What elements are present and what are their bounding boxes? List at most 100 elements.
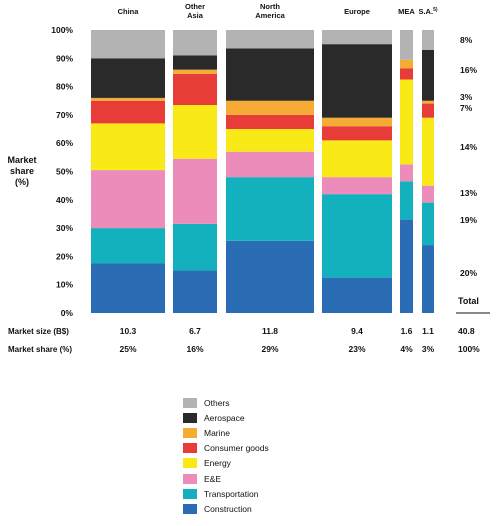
legend-swatch-marine [183,427,197,438]
market-share-value: 3% [422,344,435,354]
bar-construction-mea [400,219,413,313]
category-superscript: 5) [433,7,438,13]
total-share-e-and-e: 13% [460,188,477,198]
legend-label-energy: Energy [204,458,231,469]
bar-others-china [91,30,165,59]
bar-energy-other-asia [173,104,217,159]
bar-transportation-other-asia [173,223,217,271]
bar-marine-europe [322,117,392,127]
bar-e-and-e-other-asia [173,158,217,224]
legend-swatch-energy [183,458,197,469]
y-tick-label: 60% [56,138,73,148]
legend-swatch-others [183,397,197,408]
bar-e-and-e-mea [400,164,413,182]
bar-marine-s-a [422,100,434,104]
market-share-row-label: Market share (%) [8,345,72,354]
market-share-value: 23% [348,344,365,354]
bar-aerospace-north-america [226,48,314,101]
market-share-value: 25% [119,344,136,354]
y-tick-label: 40% [56,195,73,205]
category-label: America [255,11,285,20]
y-tick-label: 80% [56,82,73,92]
y-tick-label: 90% [56,53,73,63]
legend-label-transportation: Transportation [204,488,259,499]
bar-marine-north-america [226,100,314,115]
legend-swatch-transportation [183,488,197,499]
category-label: S.A.5) [418,7,437,16]
total-share-transportation: 19% [460,215,477,225]
y-tick-label: 30% [56,223,73,233]
bar-energy-china [91,123,165,171]
bar-aerospace-s-a [422,49,434,101]
bar-construction-other-asia [173,270,217,313]
category-label: North [260,2,280,11]
bar-consumer-goods-north-america [226,114,314,130]
bar-consumer-goods-europe [322,126,392,141]
legend-item-consumer-goods: Consumer goods [183,441,269,456]
bar-transportation-s-a [422,202,434,246]
bar-energy-s-a [422,117,434,186]
legend-label-e-and-e: E&E [204,473,222,484]
legend-item-energy: Energy [183,456,269,471]
legend-label-construction: Construction [204,503,252,514]
total-market-size: 40.8 [458,326,475,336]
bar-consumer-goods-china [91,100,165,124]
bar-others-north-america [226,30,314,49]
market-size-value: 1.1 [422,326,434,336]
legend-swatch-e-and-e [183,473,197,484]
market-size-value: 1.6 [401,326,413,336]
legend-label-marine: Marine [204,427,230,438]
legend-swatch-aerospace [183,412,197,423]
market-size-value: 6.7 [189,326,201,336]
legend-label-aerospace: Aerospace [204,412,245,423]
y-tick-label: 10% [56,280,73,290]
total-share-marine: 3% [460,92,473,102]
legend-item-aerospace: Aerospace [183,410,269,425]
legend-label-others: Others [204,397,230,408]
y-tick-label: 20% [56,251,73,261]
legend-item-transportation: Transportation [183,486,269,501]
total-share-aerospace: 16% [460,65,477,75]
bar-others-mea [400,30,413,60]
bar-e-and-e-north-america [226,151,314,178]
market-share-value: 16% [186,344,203,354]
category-label: Other [185,2,205,11]
legend-item-marine: Marine [183,425,269,440]
bar-aerospace-other-asia [173,55,217,70]
bar-transportation-mea [400,181,413,220]
bar-others-europe [322,30,392,45]
legend-swatch-consumer-goods [183,443,197,454]
bar-marine-other-asia [173,69,217,74]
bar-energy-north-america [226,129,314,152]
y-axis-label: (%) [15,177,29,187]
legend-label-consumer-goods: Consumer goods [204,443,269,454]
category-label: MEA [398,7,415,16]
bar-consumer-goods-mea [400,68,413,80]
y-axis-label: Market [7,155,36,165]
y-tick-label: 0% [61,308,74,318]
market-size-value: 9.4 [351,326,363,336]
legend-item-e-and-e: E&E [183,471,269,486]
bar-consumer-goods-s-a [422,103,434,118]
legend-item-others: Others [183,395,269,410]
bar-energy-mea [400,79,413,165]
market-share-value: 29% [261,344,278,354]
bar-e-and-e-china [91,170,165,229]
total-label: Total [458,296,479,306]
legend-swatch-construction [183,503,197,514]
bar-energy-europe [322,140,392,178]
y-axis-label: share [10,166,34,176]
bar-construction-china [91,263,165,313]
bar-e-and-e-europe [322,177,392,195]
total-share-energy: 14% [460,142,477,152]
bar-e-and-e-s-a [422,185,434,203]
bar-others-other-asia [173,30,217,56]
bar-others-s-a [422,30,434,50]
total-market-share: 100% [458,344,480,354]
y-tick-label: 70% [56,110,73,120]
legend-item-construction: Construction [183,501,269,516]
bar-transportation-europe [322,194,392,278]
y-tick-label: 50% [56,167,73,177]
bar-aerospace-europe [322,44,392,118]
